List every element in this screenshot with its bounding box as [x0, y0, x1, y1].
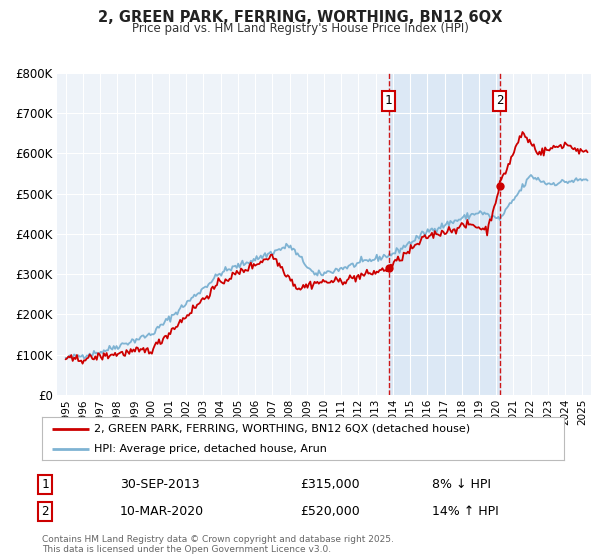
Text: 30-SEP-2013: 30-SEP-2013 — [120, 478, 200, 491]
Text: 1: 1 — [385, 95, 392, 108]
Text: 8% ↓ HPI: 8% ↓ HPI — [432, 478, 491, 491]
Text: 14% ↑ HPI: 14% ↑ HPI — [432, 505, 499, 518]
Bar — [389, 73, 500, 395]
Text: £520,000: £520,000 — [300, 505, 360, 518]
Text: 2: 2 — [41, 505, 49, 518]
Text: £315,000: £315,000 — [300, 478, 359, 491]
Text: 2, GREEN PARK, FERRING, WORTHING, BN12 6QX: 2, GREEN PARK, FERRING, WORTHING, BN12 6… — [98, 10, 502, 25]
Text: Contains HM Land Registry data © Crown copyright and database right 2025.
This d: Contains HM Land Registry data © Crown c… — [42, 535, 394, 554]
Text: 10-MAR-2020: 10-MAR-2020 — [120, 505, 204, 518]
Text: Price paid vs. HM Land Registry's House Price Index (HPI): Price paid vs. HM Land Registry's House … — [131, 22, 469, 35]
Text: 2: 2 — [496, 95, 503, 108]
Text: HPI: Average price, detached house, Arun: HPI: Average price, detached house, Arun — [94, 445, 327, 454]
Text: 2, GREEN PARK, FERRING, WORTHING, BN12 6QX (detached house): 2, GREEN PARK, FERRING, WORTHING, BN12 6… — [94, 424, 470, 434]
Text: 1: 1 — [41, 478, 49, 491]
